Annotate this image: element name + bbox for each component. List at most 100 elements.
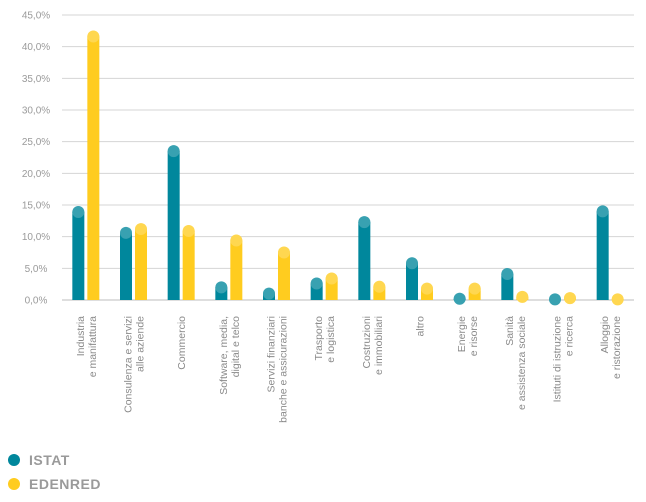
bar-cap-highlight <box>468 282 481 295</box>
bar-body <box>230 240 243 300</box>
legend-item-istat: ISTAT <box>8 452 70 468</box>
x-category-line: e logistica <box>325 316 337 363</box>
bar-cap-highlight <box>373 280 386 293</box>
legend-swatch-edenred <box>8 478 20 490</box>
bar-edenred <box>325 272 338 300</box>
x-category-line: Alloggio <box>599 316 611 354</box>
bar-cap <box>87 30 100 43</box>
bar-edenred <box>611 293 624 306</box>
x-category-line: alle aziende <box>135 316 147 372</box>
bar-cap <box>406 257 418 270</box>
bar-istat <box>120 226 132 300</box>
bar-cap <box>358 216 371 229</box>
x-category-line: Istituti di istruzione <box>552 316 564 403</box>
x-category-line: Costruzioni <box>361 316 373 369</box>
x-category-line: Trasporto <box>313 316 325 361</box>
bar-cap-highlight <box>453 292 466 305</box>
bar-body <box>120 232 132 300</box>
bar-cap <box>120 226 132 239</box>
x-category-label: Energie e risorse <box>456 316 480 356</box>
bar-cap-highlight <box>87 30 100 43</box>
x-category-line: e immobiliari <box>373 316 385 375</box>
x-category-line: Energie <box>456 316 468 352</box>
bar-cap-highlight <box>310 277 323 290</box>
legend-label-edenred: EDENRED <box>29 476 101 492</box>
bar-body <box>278 252 290 300</box>
x-category-line: digital e telco <box>230 316 242 377</box>
bar-istat <box>167 145 180 300</box>
bar-edenred <box>182 224 195 300</box>
bar-cap <box>468 282 481 295</box>
bar-cap-highlight <box>501 268 514 281</box>
bar-istat <box>215 281 228 300</box>
x-category-label: Trasporto e logistica <box>313 316 337 363</box>
y-tick-label: 45,0% <box>22 11 50 22</box>
bar-edenred <box>516 290 529 303</box>
x-category-label: Istituti di istruzione e ricerca <box>552 316 576 403</box>
bar-cap-highlight <box>421 282 433 295</box>
bar-istat <box>310 277 323 300</box>
bar-cap-highlight <box>325 272 338 285</box>
bar-cap <box>611 293 624 306</box>
bar-edenred <box>278 246 290 300</box>
bar-cap <box>325 272 338 285</box>
y-tick-label: 35,0% <box>22 74 50 85</box>
y-tick-label: 40,0% <box>22 42 50 53</box>
bar-cap <box>263 287 275 300</box>
bar-istat <box>453 292 466 305</box>
bar-cap-highlight <box>135 223 147 236</box>
bar-istat <box>406 257 418 300</box>
x-category-label: Costruzioni e immobiliari <box>361 316 385 375</box>
bar-cap-highlight <box>230 234 243 247</box>
y-tick-label: 25,0% <box>22 137 50 148</box>
gridlines <box>62 14 634 301</box>
bar-cap <box>278 246 290 259</box>
bar-cap <box>230 234 243 247</box>
bar-istat <box>549 293 561 306</box>
bar-cap-highlight <box>120 226 132 239</box>
x-category-line: e assistenza sociale <box>516 316 528 410</box>
bar-body <box>167 151 180 300</box>
x-category-line: altro <box>415 316 427 337</box>
bar-cap <box>564 292 576 305</box>
y-tick-label: 30,0% <box>22 106 50 117</box>
x-category-line: Consulenza e servizi <box>123 316 135 413</box>
y-tick-label: 15,0% <box>22 201 50 212</box>
bar-istat <box>596 205 609 300</box>
bar-chart: 0,0% 5,0% 10,0% 15,0% 20,0% 25,0% 30,0% 35,0% 40… <box>22 11 634 423</box>
bar-istat <box>72 205 85 300</box>
x-category-line: Industria <box>75 316 87 356</box>
x-category-label: Industria e manifattura <box>75 316 99 377</box>
bar-edenred <box>564 292 576 305</box>
bar-cap <box>310 277 323 290</box>
bar-cap-highlight <box>549 293 561 306</box>
bar-edenred <box>135 223 147 300</box>
bar-cap <box>596 205 609 218</box>
bar-cap-highlight <box>167 145 180 158</box>
bar-cap-highlight <box>564 292 576 305</box>
bar-edenred <box>421 282 433 300</box>
bar-body <box>596 211 609 300</box>
bar-body <box>72 211 85 300</box>
bar-body <box>182 230 195 300</box>
bar-body <box>501 274 514 300</box>
bar-body <box>325 278 338 300</box>
bar-edenred <box>468 282 481 300</box>
y-axis: 0,0% 5,0% 10,0% 15,0% 20,0% 25,0% 30,0% 35,0% 40… <box>22 11 50 307</box>
bar-istat <box>263 287 275 300</box>
x-category-line: Sanità <box>504 316 516 346</box>
bar-body <box>406 263 418 300</box>
bar-edenred <box>230 234 243 300</box>
x-category-line: e ristorazione <box>611 316 623 379</box>
y-tick-label: 10,0% <box>22 232 50 243</box>
x-category-label: altro <box>415 316 427 337</box>
bar-cap-highlight <box>596 205 609 218</box>
bar-cap <box>182 224 195 237</box>
bar-istat <box>501 268 514 300</box>
bar-istat <box>358 216 371 300</box>
bar-cap <box>453 292 466 305</box>
x-category-line: Commercio <box>176 316 188 370</box>
bar-cap-highlight <box>72 205 85 218</box>
x-category-label: Servizi finanziari banche e assicurazioni <box>266 316 290 423</box>
x-category-label: Alloggio e ristorazione <box>599 316 623 379</box>
